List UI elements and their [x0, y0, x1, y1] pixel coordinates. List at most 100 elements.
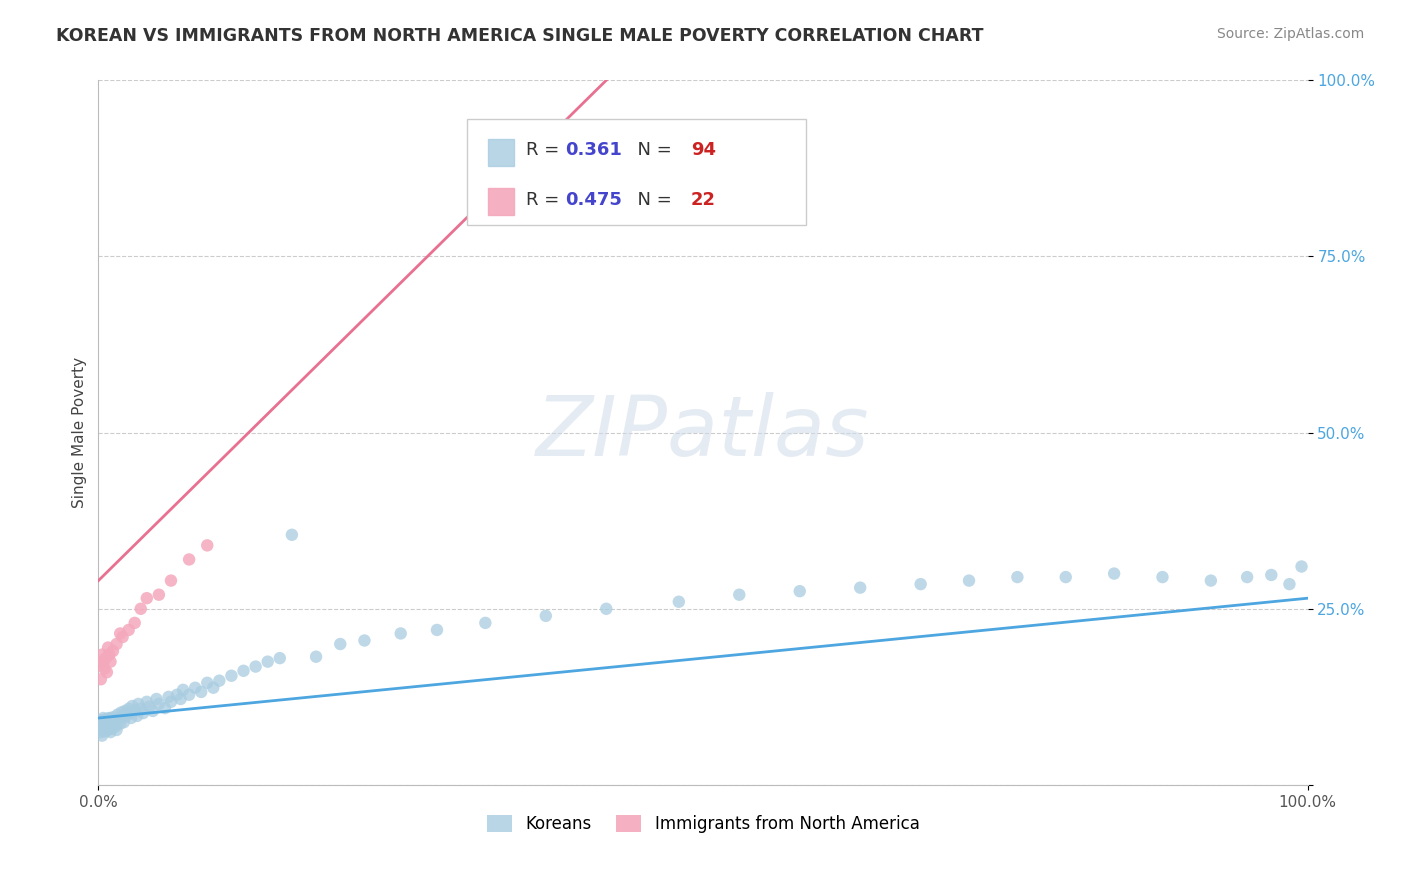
Point: [129, 601, 152, 615]
Bar: [488, 188, 515, 215]
Point: [160, 574, 183, 588]
Point: [157, 690, 180, 704]
Point: [96, 719, 118, 733]
Point: [105, 723, 128, 737]
Point: [129, 702, 152, 716]
Point: [96, 723, 118, 738]
Point: [124, 615, 146, 630]
Point: [108, 712, 131, 726]
Point: [1152, 570, 1174, 584]
Point: [789, 584, 811, 599]
Point: [115, 709, 138, 723]
Point: [103, 715, 125, 730]
Point: [100, 716, 122, 731]
Text: ZIPatlas: ZIPatlas: [536, 392, 870, 473]
Point: [534, 608, 557, 623]
Point: [1236, 570, 1258, 584]
Point: [91, 655, 114, 669]
Point: [93, 724, 115, 739]
Point: [93, 662, 115, 676]
Point: [169, 692, 191, 706]
Text: KOREAN VS IMMIGRANTS FROM NORTH AMERICA SINGLE MALE POVERTY CORRELATION CHART: KOREAN VS IMMIGRANTS FROM NORTH AMERICA …: [56, 27, 984, 45]
Text: R =: R =: [526, 191, 565, 209]
Point: [148, 697, 170, 711]
Point: [90, 673, 112, 687]
Point: [132, 706, 155, 720]
Point: [104, 719, 127, 733]
Text: 22: 22: [690, 191, 716, 209]
Point: [97, 717, 120, 731]
Point: [474, 615, 496, 630]
Point: [389, 626, 412, 640]
Point: [91, 723, 114, 737]
Point: [94, 718, 117, 732]
Point: [105, 714, 128, 728]
Point: [135, 591, 157, 606]
Point: [195, 538, 218, 552]
Point: [105, 637, 128, 651]
Point: [96, 715, 118, 730]
Point: [179, 688, 201, 702]
Point: [256, 655, 278, 669]
Bar: [488, 138, 515, 166]
Point: [1199, 574, 1222, 588]
FancyBboxPatch shape: [467, 119, 806, 225]
Point: [114, 704, 136, 718]
Point: [111, 630, 134, 644]
Point: [98, 711, 121, 725]
Point: [1054, 570, 1077, 584]
Point: [100, 713, 122, 727]
Point: [172, 682, 194, 697]
Point: [93, 714, 115, 728]
Point: [118, 623, 141, 637]
Point: [90, 725, 112, 739]
Point: [1291, 559, 1313, 574]
Point: [91, 648, 114, 662]
Point: [202, 681, 225, 695]
Point: [232, 664, 254, 678]
Point: [93, 720, 115, 734]
Point: [97, 712, 120, 726]
Point: [1102, 566, 1125, 581]
Point: [179, 552, 201, 566]
Point: [305, 649, 328, 664]
Point: [142, 704, 165, 718]
Point: [91, 711, 114, 725]
Point: [111, 710, 134, 724]
Point: [269, 651, 291, 665]
Text: 94: 94: [690, 141, 716, 159]
Point: [100, 725, 122, 739]
Point: [728, 588, 751, 602]
Point: [98, 721, 121, 735]
Point: [100, 722, 122, 736]
Point: [94, 713, 117, 727]
Point: [668, 595, 690, 609]
Point: [135, 695, 157, 709]
Text: 0.475: 0.475: [565, 191, 621, 209]
Point: [184, 681, 207, 695]
Point: [1007, 570, 1029, 584]
Legend: Koreans, Immigrants from North America: Koreans, Immigrants from North America: [479, 808, 927, 840]
Text: Source: ZipAtlas.com: Source: ZipAtlas.com: [1216, 27, 1364, 41]
Point: [153, 701, 176, 715]
Point: [1260, 568, 1282, 582]
Point: [90, 714, 112, 729]
Point: [957, 574, 980, 588]
Point: [166, 688, 188, 702]
Point: [245, 659, 267, 673]
Point: [91, 722, 114, 736]
Point: [118, 702, 141, 716]
Point: [160, 695, 183, 709]
Text: 0.361: 0.361: [565, 141, 621, 159]
Point: [190, 685, 212, 699]
Point: [1278, 577, 1301, 591]
Point: [100, 655, 122, 669]
Point: [910, 577, 932, 591]
Point: [91, 715, 114, 730]
Point: [145, 692, 167, 706]
Y-axis label: Single Male Poverty: Single Male Poverty: [72, 357, 87, 508]
Point: [849, 581, 872, 595]
Point: [97, 640, 120, 655]
Point: [127, 697, 149, 711]
Point: [108, 716, 131, 731]
